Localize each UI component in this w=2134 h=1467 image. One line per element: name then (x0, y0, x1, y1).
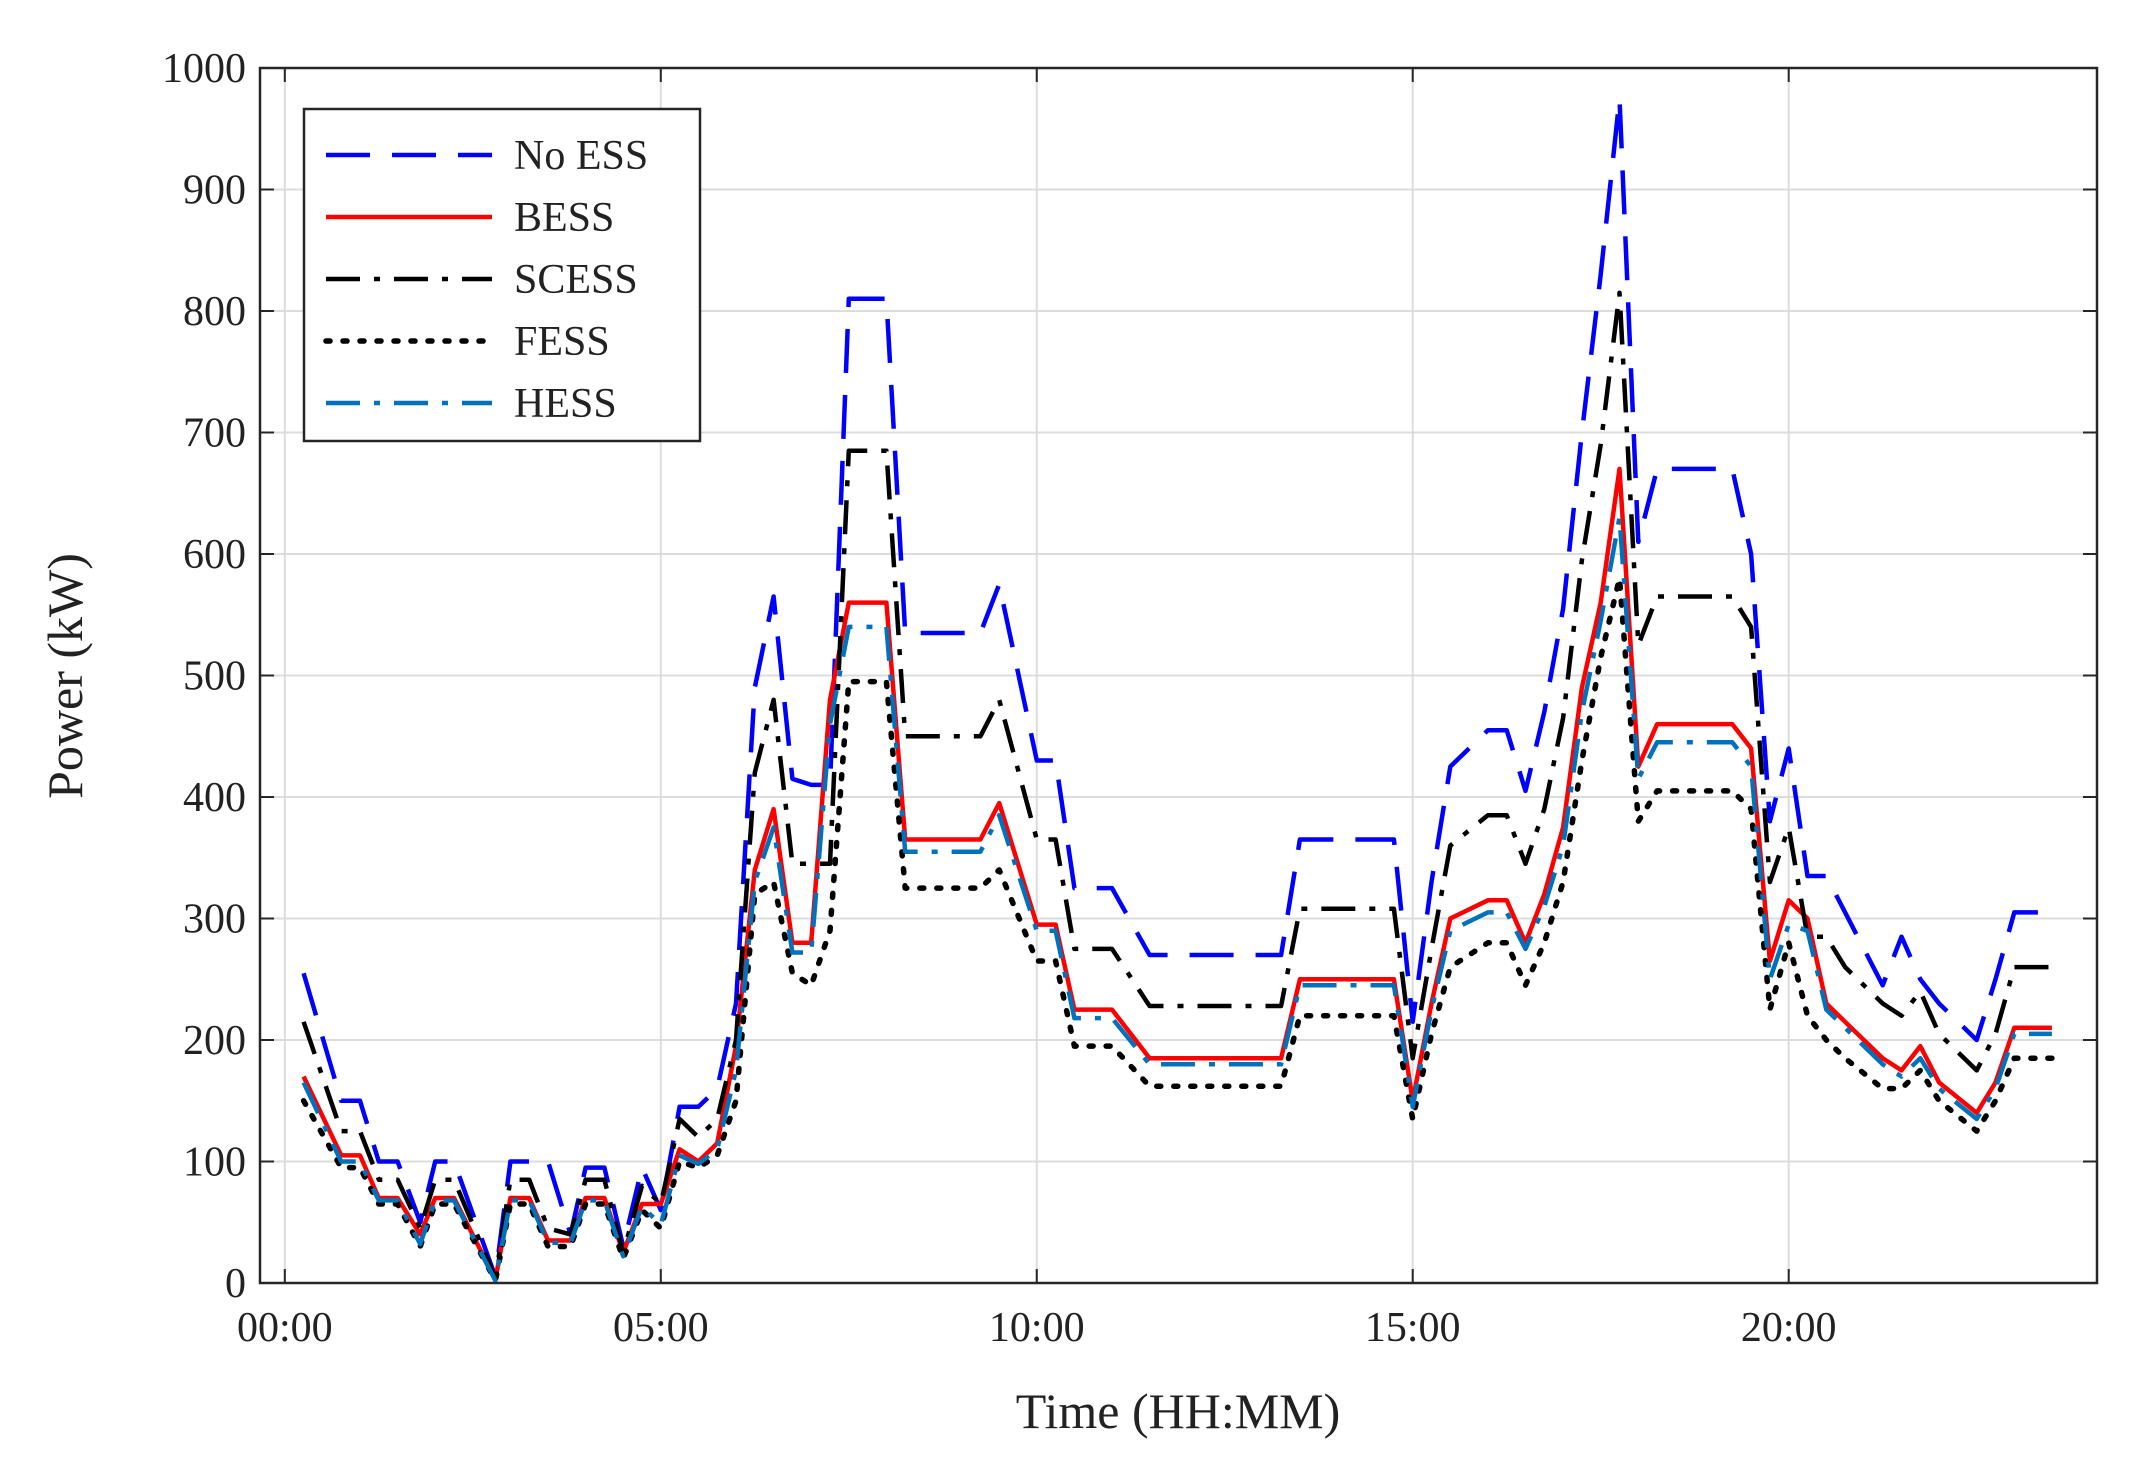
y-tick-label: 1000 (162, 46, 246, 92)
y-tick-label: 0 (225, 1261, 246, 1307)
y-tick-label: 300 (183, 897, 246, 943)
legend-label: FESS (514, 319, 610, 365)
series-line (301, 96, 2052, 1280)
x-tick-label: 05:00 (613, 1305, 709, 1351)
y-tick-label: 600 (183, 532, 246, 578)
y-tick-label: 200 (183, 1018, 246, 1064)
series-line (301, 290, 2052, 1281)
x-axis-label: Time (HH:MM) (1016, 1383, 1341, 1439)
y-tick-label: 900 (183, 168, 246, 214)
legend-label: No ESS (514, 133, 648, 179)
series-line (301, 466, 2052, 1282)
y-tick-label: 800 (183, 289, 246, 335)
series-line (300, 575, 2055, 1284)
y-tick-label: 400 (183, 775, 246, 821)
legend-label: HESS (514, 381, 617, 427)
x-tick-label: 15:00 (1365, 1305, 1461, 1351)
legend-label: SCESS (514, 257, 638, 303)
legend: No ESS BESS SCESS FESS HESS (302, 107, 702, 443)
series-line (301, 515, 2052, 1283)
x-tick-label: 20:00 (1741, 1305, 1837, 1351)
x-tick-label: 00:00 (237, 1305, 333, 1351)
plot-frame (258, 66, 2099, 1285)
x-tick-label: 10:00 (989, 1305, 1085, 1351)
y-tick-label: 100 (183, 1140, 246, 1186)
y-tick-label: 700 (183, 411, 246, 457)
y-axis-label: Power (kW) (37, 553, 93, 799)
y-tick-label: 500 (183, 654, 246, 700)
legend-box (302, 107, 702, 443)
legend-label: BESS (514, 195, 614, 241)
